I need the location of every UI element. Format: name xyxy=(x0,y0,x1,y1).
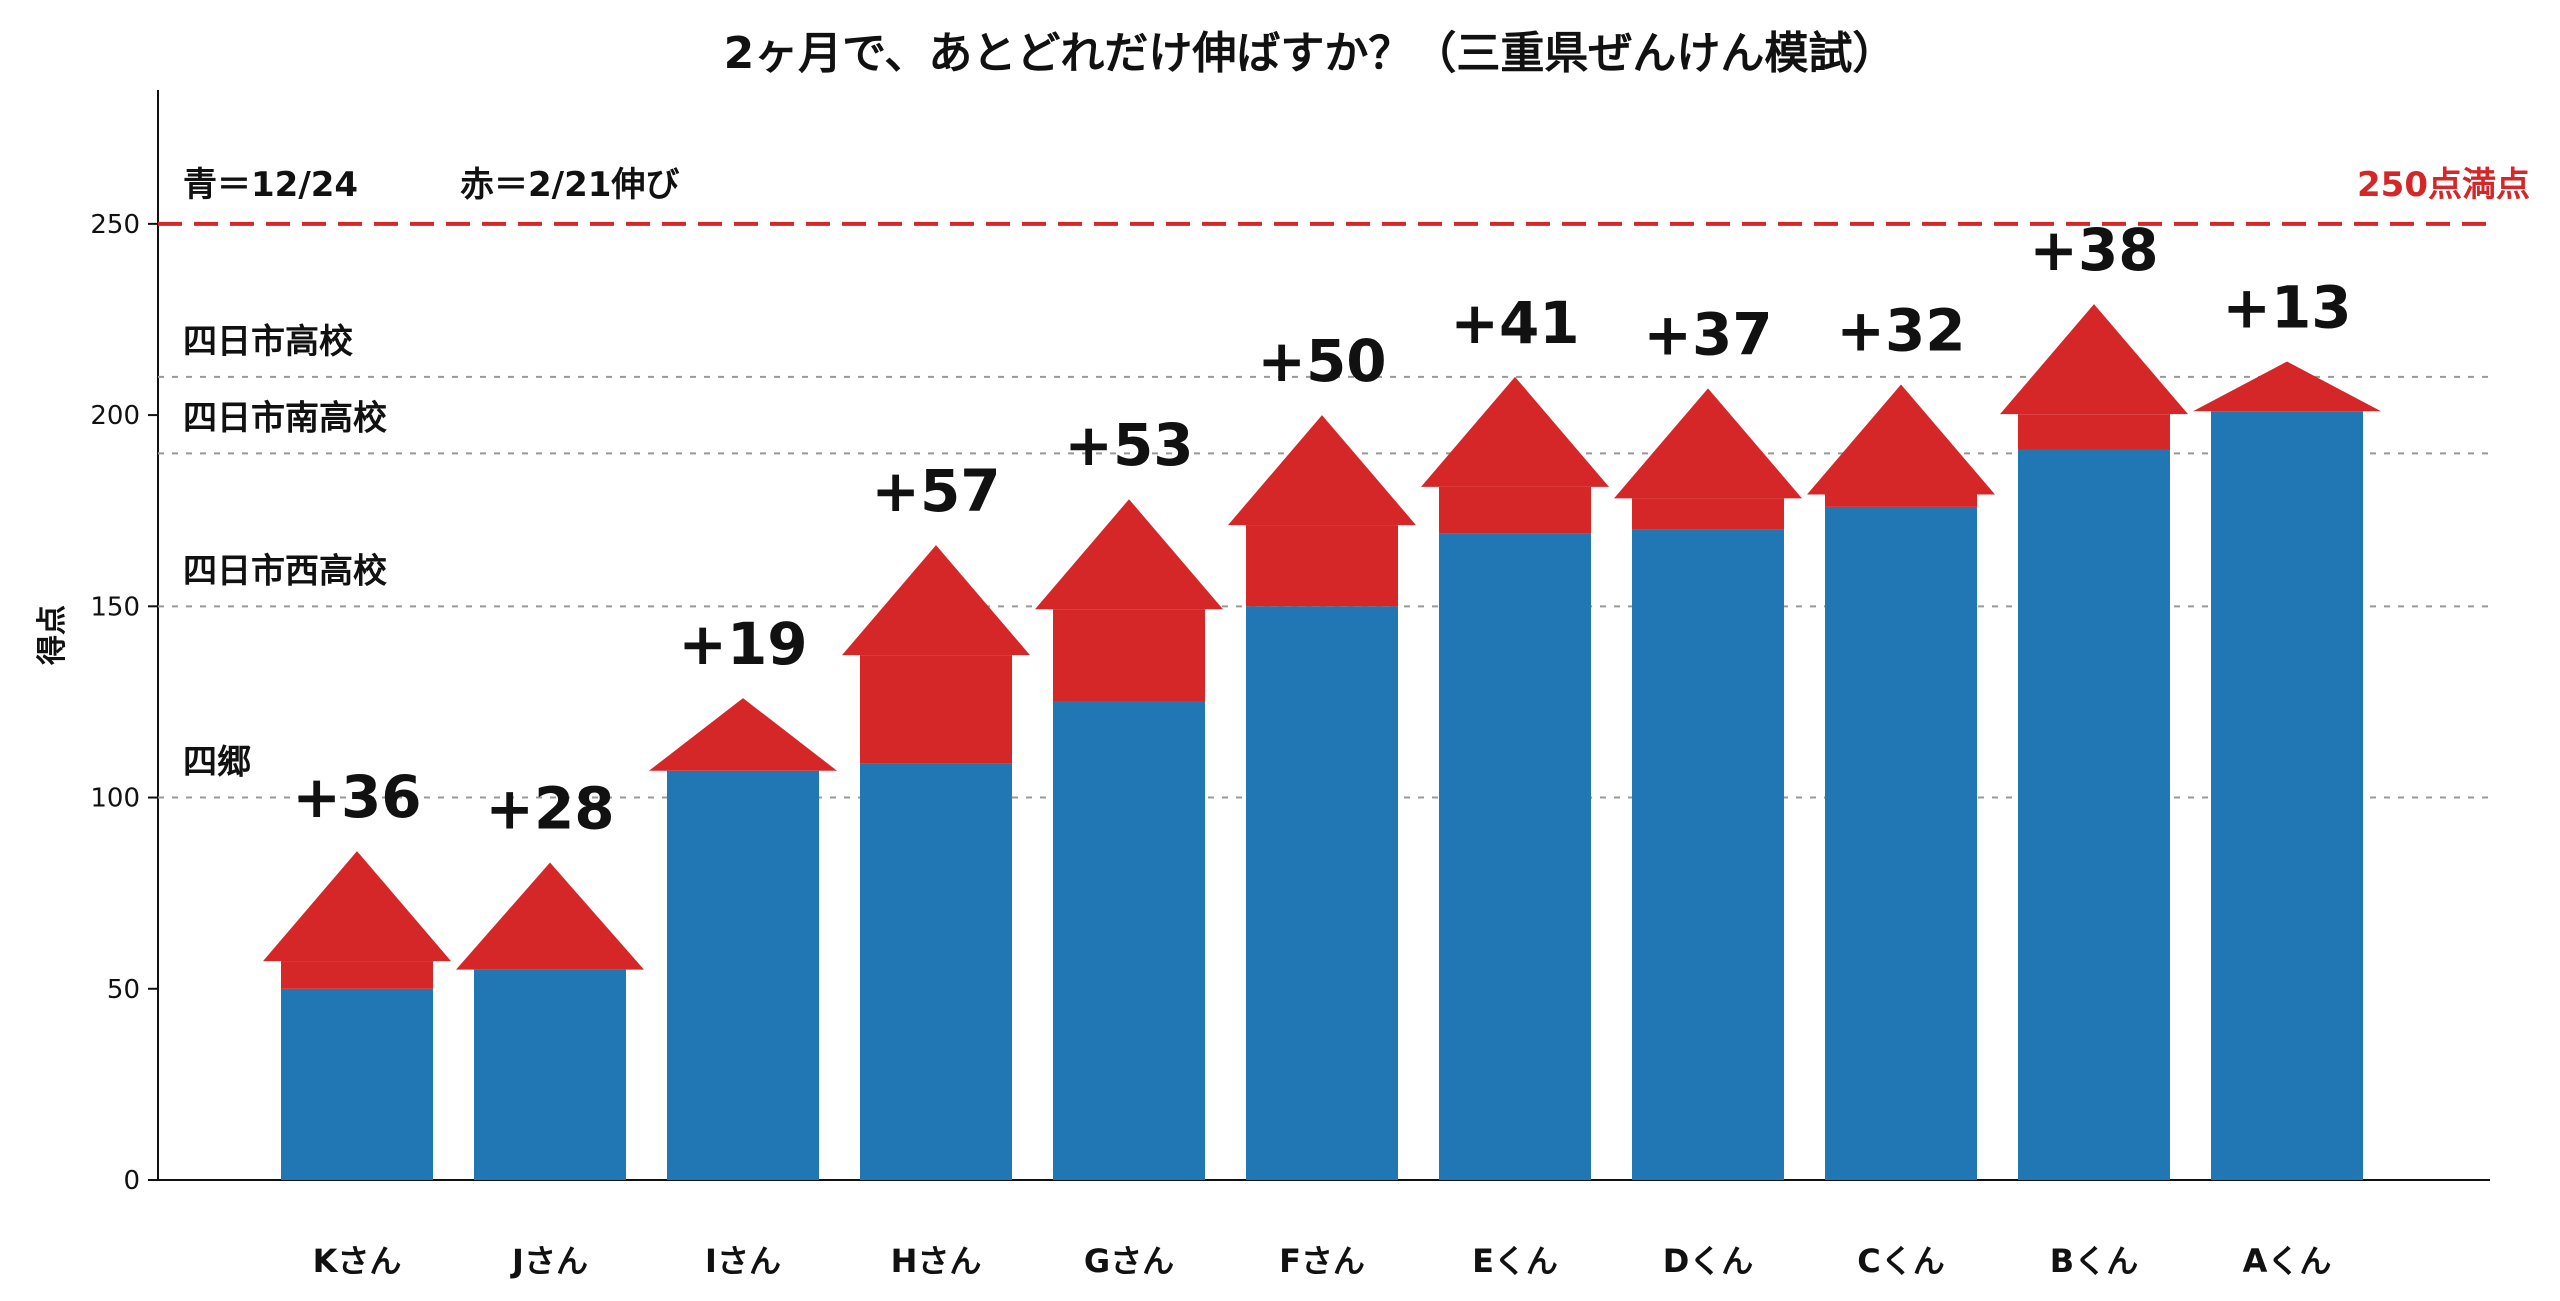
bar-base xyxy=(1825,506,1977,1180)
gain-label: +41 xyxy=(1450,289,1579,357)
bar-gain-arrow xyxy=(1614,388,1802,499)
x-tick-label: Jさん xyxy=(510,1242,588,1280)
bar-gain-stem xyxy=(1053,609,1205,702)
bar-gain-stem xyxy=(1246,525,1398,607)
bar-base xyxy=(2211,411,2363,1180)
x-tick-label: Eくん xyxy=(1472,1242,1558,1280)
bar-base xyxy=(1439,533,1591,1180)
y-tick-label: 200 xyxy=(90,401,140,431)
bar-gain-arrow xyxy=(1228,415,1416,526)
bar-base xyxy=(474,969,626,1180)
x-tick-label: Bくん xyxy=(2050,1242,2138,1280)
bar-base xyxy=(281,988,433,1180)
x-tick-label: Hさん xyxy=(891,1242,982,1280)
bar-base xyxy=(1053,701,1205,1180)
y-tick-label: 0 xyxy=(123,1166,140,1196)
gain-label: +50 xyxy=(1257,327,1386,395)
x-tick-label: Aくん xyxy=(2243,1242,2332,1280)
gain-label: +37 xyxy=(1643,300,1772,368)
x-tick-label: Cくん xyxy=(1857,1242,1945,1280)
bar-base xyxy=(1246,606,1398,1180)
bar-gain-stem xyxy=(281,961,433,989)
gain-label: +28 xyxy=(485,775,614,843)
bar-base xyxy=(860,763,1012,1180)
bar-gain-arrow xyxy=(649,698,837,771)
reference-line-label: 四日市南高校 xyxy=(183,398,387,438)
y-tick-label: 50 xyxy=(107,975,140,1005)
bar-gain-arrow xyxy=(842,545,1030,656)
x-tick-label: Gさん xyxy=(1084,1242,1174,1280)
x-tick-label: Fさん xyxy=(1279,1242,1365,1280)
reference-line-label: 四日市西高校 xyxy=(183,551,387,591)
gain-label: +32 xyxy=(1836,296,1965,364)
bar-gain-arrow xyxy=(263,851,451,962)
gain-label: +13 xyxy=(2222,274,2351,342)
bar-gain-arrow xyxy=(456,862,644,970)
x-tick-label: Kさん xyxy=(313,1242,402,1280)
bar-gain-arrow xyxy=(2193,361,2381,412)
chart-title: 2ヶ月で、あとどれだけ伸ばすか？（三重県ぜんけん模試） xyxy=(724,28,1897,79)
bar-gain-arrow xyxy=(1807,384,1995,495)
reference-line-label: 四日市高校 xyxy=(183,322,353,362)
bar-gain-arrow xyxy=(1035,499,1223,610)
bar-base xyxy=(667,770,819,1180)
gain-label: +36 xyxy=(292,763,421,831)
bar-base xyxy=(1632,529,1784,1180)
legend-note-red: 赤＝2/21伸び xyxy=(460,165,679,205)
bar-gain-stem xyxy=(860,655,1012,764)
x-tick-label: Dくん xyxy=(1663,1242,1754,1280)
bar-base xyxy=(2018,449,2170,1180)
max-score-label: 250点満点 xyxy=(2357,165,2530,205)
reference-line-label: 四郷 xyxy=(183,743,251,783)
y-tick-label: 250 xyxy=(90,210,140,240)
bar-gain-stem xyxy=(1825,494,1977,507)
gain-label: +19 xyxy=(678,610,807,678)
y-tick-label: 100 xyxy=(90,784,140,814)
bar-gain-arrow xyxy=(2000,304,2188,415)
bar-gain-arrow xyxy=(1421,376,1609,487)
bar-gain-stem xyxy=(1439,486,1591,534)
y-tick-label: 150 xyxy=(90,592,140,622)
y-axis-label: 得点 xyxy=(35,605,70,666)
legend-note-blue: 青＝12/24 xyxy=(183,165,358,205)
bar-gain-stem xyxy=(2018,414,2170,450)
x-tick-label: Iさん xyxy=(705,1242,781,1280)
bar-gain-stem xyxy=(1632,498,1784,530)
gain-label: +57 xyxy=(871,457,1000,525)
gain-label: +38 xyxy=(2029,216,2158,284)
gain-label: +53 xyxy=(1064,411,1193,479)
